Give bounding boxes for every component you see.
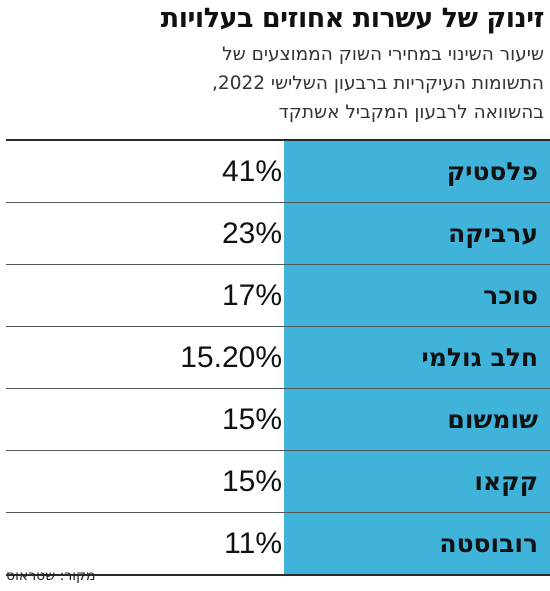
table-row: פלסטיק 41% <box>6 141 550 203</box>
category-label: סוכר <box>284 265 550 326</box>
data-table: פלסטיק 41% ערביקה 23% סוכר 17% חלב גולמי… <box>6 139 550 576</box>
table-row: קקאו 15% <box>6 451 550 513</box>
value-label: 41% <box>221 154 282 188</box>
category-label: שומשום <box>284 389 550 450</box>
value-label: 11% <box>224 526 282 560</box>
chart-title: זינוק של עשרות אחוזים בעלויות <box>160 3 545 34</box>
table-row: חלב גולמי 15.20% <box>6 327 550 389</box>
value-label: 23% <box>221 216 282 250</box>
category-label: פלסטיק <box>284 141 550 202</box>
subtitle-line: שיעור השינוי במחירי השוק הממוצעים של <box>222 44 544 65</box>
source-note: מקור: שטראוס <box>6 568 96 584</box>
value-label: 15% <box>221 402 282 436</box>
value-label: 15% <box>221 464 282 498</box>
value-label: 15.20% <box>180 340 282 374</box>
subtitle-line: בהשוואה לרבעון המקביל אשתקד <box>278 102 544 123</box>
category-label: ערביקה <box>284 203 550 264</box>
chart-subtitle: שיעור השינוי במחירי השוק הממוצעים של התש… <box>6 40 544 127</box>
table-row: שומשום 15% <box>6 389 550 451</box>
category-label: חלב גולמי <box>284 327 550 388</box>
table-row: רובוסטה 11% <box>6 513 550 576</box>
value-label: 17% <box>221 278 282 312</box>
subtitle-line: התשומות העיקריות ברבעון השלישי 2022, <box>212 73 544 94</box>
category-label: קקאו <box>284 451 550 512</box>
table-row: ערביקה 23% <box>6 203 550 265</box>
table-row: סוכר 17% <box>6 265 550 327</box>
category-label: רובוסטה <box>284 513 550 574</box>
